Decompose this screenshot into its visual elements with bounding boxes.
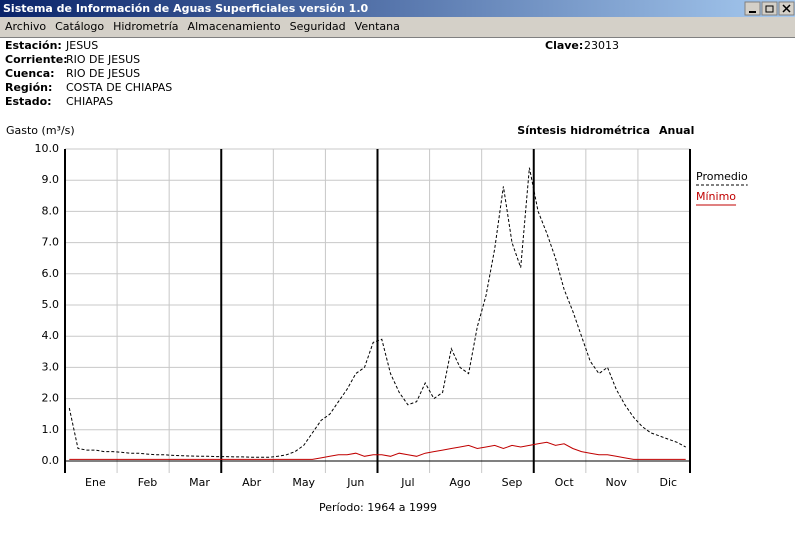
restore-button[interactable] [761, 1, 778, 16]
y-tick-label: 1.0 [42, 423, 60, 436]
info-value: RIO DE JESUS [66, 67, 140, 80]
window-title: Sistema de Información de Aguas Superfic… [3, 2, 369, 15]
info-label: Corriente: [5, 53, 68, 66]
y-tick-label: 0.0 [42, 454, 60, 467]
x-tick-label: Sep [502, 476, 523, 489]
info-label: Región: [5, 81, 52, 94]
y-tick-label: 3.0 [42, 360, 60, 373]
y-tick-label: 7.0 [42, 236, 60, 249]
period: Período: 1964 a 1999 [319, 501, 437, 514]
info-label: Estado: [5, 95, 52, 108]
info-value: CHIAPAS [66, 95, 113, 108]
x-tick-label: Abr [242, 476, 262, 489]
x-tick-label: Ene [85, 476, 106, 489]
title-bar [0, 0, 795, 17]
info-value: RIO DE JESUS [66, 53, 140, 66]
x-tick-label: Mar [189, 476, 210, 489]
x-tick-label: Feb [138, 476, 157, 489]
y-tick-label: 10.0 [35, 142, 60, 155]
legend-label: Mínimo [696, 190, 736, 203]
chart-subtitle: Anual [659, 124, 694, 137]
plot: 0.0 1.0 2.0 3.0 4.0 5.0 6.0 7.0 8.0 9.0 10.0 Ene Feb… [35, 142, 748, 489]
y-tick-label: 8.0 [42, 204, 60, 217]
x-tick-label: Dic [660, 476, 678, 489]
info-value: COSTA DE CHIAPAS [66, 81, 172, 94]
series-line [69, 441, 686, 460]
minimize-button[interactable] [744, 1, 761, 16]
legend-label: Promedio [696, 170, 748, 183]
menu: Archivo Catálogo Hidrometría Almacenamiento… [5, 20, 400, 33]
menu-item[interactable]: Hidrometría [113, 20, 178, 33]
x-tick-label: Oct [555, 476, 575, 489]
x-tick-label: Jul [400, 476, 414, 489]
info-value: JESUS [65, 39, 98, 52]
y-axis-label: Gasto (m³/s) [6, 124, 75, 137]
menu-item[interactable]: Seguridad [290, 20, 346, 33]
x-tick-label: Nov [605, 476, 627, 489]
clave-value: 23013 [584, 39, 619, 52]
window-buttons [744, 1, 795, 16]
y-tick-label: 9.0 [42, 173, 60, 186]
menu-item[interactable]: Almacenamiento [188, 20, 281, 33]
menu-item[interactable]: Ventana [355, 20, 400, 33]
y-tick-label: 6.0 [42, 267, 60, 280]
chart-title: Síntesis hidrométrica [517, 124, 650, 137]
menu-item[interactable]: Archivo [5, 20, 46, 33]
menu-item[interactable]: Catálogo [55, 20, 104, 33]
y-tick-label: 4.0 [42, 329, 60, 342]
y-tick-label: 5.0 [42, 298, 60, 311]
info-label: Estación: [5, 39, 62, 52]
x-tick-label: Jun [346, 476, 364, 489]
series-line [68, 167, 686, 458]
x-tick-label: May [292, 476, 315, 489]
clave-label: Clave: [545, 39, 583, 52]
x-tick-label: Ago [449, 476, 471, 489]
menu-bar [0, 17, 795, 37]
info-label: Cuenca: [5, 67, 55, 80]
y-tick-label: 2.0 [42, 392, 60, 405]
